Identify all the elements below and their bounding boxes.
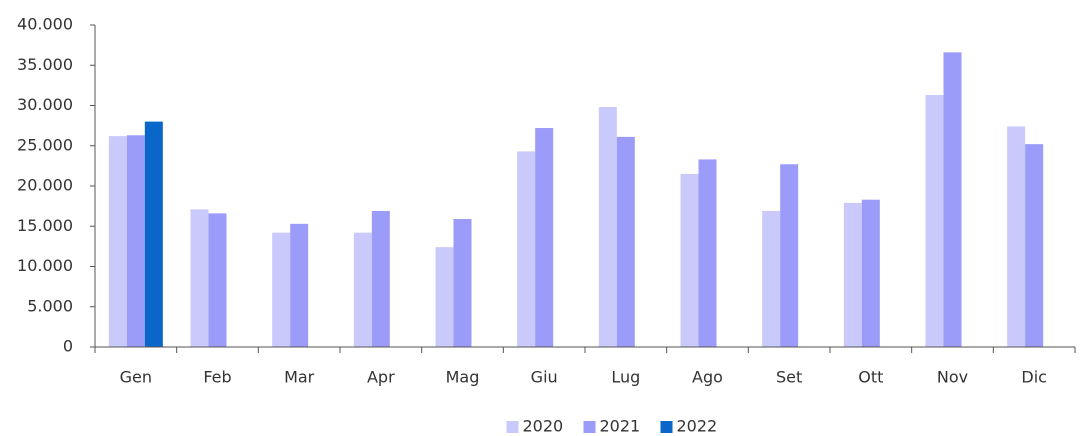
legend-swatch (583, 421, 596, 433)
y-tick-label: 0 (63, 337, 73, 356)
legend-label: 2021 (600, 417, 641, 436)
bar (762, 210, 781, 347)
x-tick-label: Mag (446, 368, 480, 387)
bar (1007, 126, 1026, 348)
x-tick-label: Feb (203, 368, 231, 387)
y-tick-label: 15.000 (17, 216, 73, 235)
bar (208, 213, 227, 347)
bar (698, 159, 717, 347)
x-tick-label: Lug (611, 368, 640, 387)
bar (680, 173, 699, 347)
y-tick-label: 20.000 (17, 176, 73, 195)
y-tick-label: 25.000 (17, 135, 73, 154)
bar (598, 107, 617, 347)
y-tick-label: 40.000 (17, 15, 73, 34)
x-tick-label: Ago (692, 368, 723, 387)
legend-label: 2020 (523, 417, 564, 436)
legend-swatch (660, 421, 673, 433)
bar (353, 232, 372, 347)
bar (780, 164, 799, 347)
bar (943, 52, 962, 348)
bar (190, 209, 209, 347)
x-tick-label: Set (776, 368, 802, 387)
bar (272, 232, 291, 347)
bar (843, 202, 862, 347)
bar (435, 247, 454, 347)
x-tick-label: Gen (120, 368, 152, 387)
y-tick-label: 35.000 (17, 55, 73, 74)
bar (144, 121, 163, 347)
bar (861, 199, 880, 347)
x-tick-label: Nov (937, 368, 968, 387)
bar (126, 135, 145, 347)
bar (371, 210, 390, 347)
x-tick-label: Dic (1021, 368, 1047, 387)
bar (517, 151, 536, 347)
x-tick-label: Apr (367, 368, 395, 387)
bar (925, 95, 944, 347)
bar (1025, 144, 1044, 347)
x-tick-label: Giu (531, 368, 558, 387)
x-tick-label: Mar (284, 368, 315, 387)
bar (616, 136, 635, 347)
x-tick-label: Ott (858, 368, 883, 387)
y-tick-label: 10.000 (17, 256, 73, 275)
legend-swatch (506, 421, 519, 433)
bar (453, 219, 472, 347)
y-tick-label: 5.000 (27, 296, 73, 315)
bar (535, 128, 554, 347)
bar (290, 223, 309, 347)
bar (108, 136, 127, 347)
y-tick-label: 30.000 (17, 95, 73, 114)
legend-label: 2022 (677, 417, 718, 436)
